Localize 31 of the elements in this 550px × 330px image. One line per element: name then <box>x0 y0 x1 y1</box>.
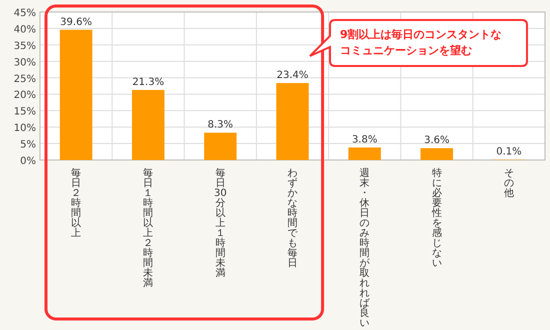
x-tick-label: その他 <box>504 168 514 199</box>
category-label: 特に必要性を感じない <box>432 168 442 269</box>
y-tick-label: 45% <box>14 8 36 19</box>
category-label: 週末・休日のみ時間が取れれば良い <box>360 168 370 329</box>
bar <box>132 90 164 160</box>
bar <box>276 83 309 160</box>
bar <box>348 148 381 160</box>
data-label: 8.3% <box>208 120 234 131</box>
data-label: 3.6% <box>424 135 450 146</box>
category-label: 毎日１時間以上２時間未満 <box>143 168 154 289</box>
bar <box>60 30 92 160</box>
data-label: 39.6% <box>60 16 92 28</box>
y-tick-label: 35% <box>14 40 36 52</box>
y-tick-label: 10% <box>14 123 36 134</box>
data-label: 23.4% <box>276 70 308 82</box>
annotation: 9割以上は毎日のコンスタントなコミュニケーションを望む <box>340 28 502 57</box>
data-label: 3.8% <box>352 134 378 146</box>
y-tick-label: 40% <box>14 24 36 36</box>
x-tick-label: 毎日２時間以上 <box>71 167 82 239</box>
y-tick-label: 25% <box>14 74 36 85</box>
y-tick-label: 0% <box>20 156 36 167</box>
y-tick-label: 20% <box>14 90 36 102</box>
category-label: 毎日30分以上１時間未満 <box>214 168 227 279</box>
data-label: 21.3% <box>132 76 164 88</box>
y-tick-label: 30% <box>14 57 36 68</box>
category-label: わずかな時間でも毎日 <box>288 168 298 269</box>
data-label: 0.1% <box>496 146 522 158</box>
bar <box>204 132 237 160</box>
y-tick-label: 5% <box>20 140 36 151</box>
bar <box>420 148 454 160</box>
y-tick-label: 15% <box>14 106 36 118</box>
